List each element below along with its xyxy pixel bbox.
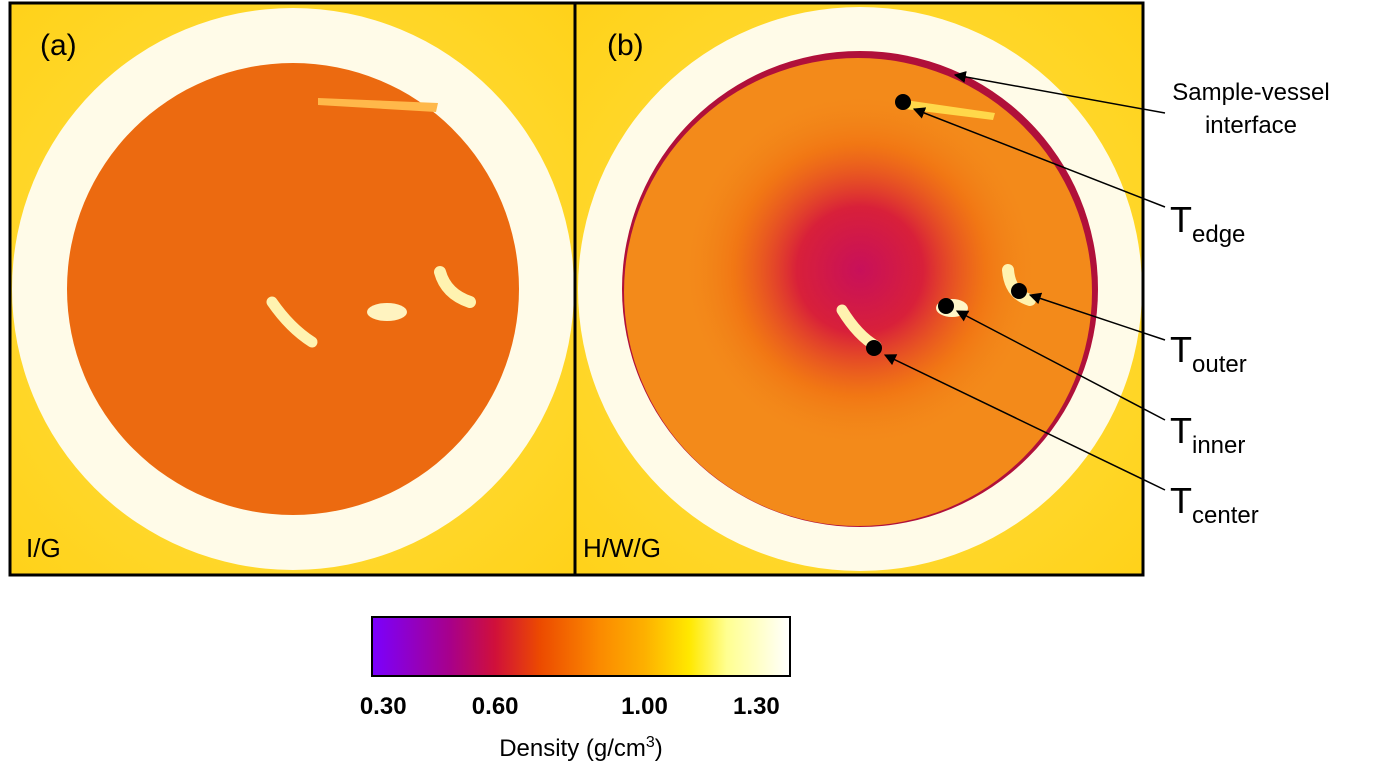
probe-label: Tcenter [1170, 480, 1259, 529]
probe-main: T [1170, 199, 1192, 240]
probe-sub: center [1192, 502, 1259, 529]
figure: (a) I/G (b) H/W/G Sample-ve [0, 0, 1380, 767]
colorbar-tick-label: 1.00 [621, 693, 668, 720]
panel-b: (b) H/W/G [575, 3, 1143, 575]
label-sup: 3 [646, 734, 655, 751]
probe-dot [938, 298, 954, 314]
annotation-text: interface [1205, 112, 1297, 139]
probe-label: Tedge [1170, 199, 1245, 248]
probe-dot [866, 340, 882, 356]
panel-label: I/G [26, 533, 61, 563]
probe-main: T [1170, 329, 1192, 370]
probe-main: T [1170, 410, 1192, 451]
probe-dot [895, 94, 911, 110]
label-tail: ) [655, 735, 663, 762]
probe-label: Touter [1170, 329, 1247, 378]
colorbar: 0.30 0.60 1.00 1.30 [360, 617, 790, 720]
colorbar-label: Density (g/cm3) [499, 734, 663, 762]
annotation-text: Sample-vessel [1172, 79, 1329, 106]
colorbar-tick-label: 0.30 [360, 693, 407, 720]
label-text: Density (g/cm [499, 735, 646, 762]
probe-dot [1011, 283, 1027, 299]
panel-tag: (b) [607, 29, 644, 62]
probe-label: Tinner [1170, 410, 1245, 459]
colorbar-gradient [372, 617, 790, 676]
panel-tag: (a) [40, 29, 77, 62]
panel-a: (a) I/G [10, 3, 575, 575]
colorbar-tick-label: 1.30 [733, 693, 780, 720]
probe-main: T [1170, 480, 1192, 521]
thermocouple [367, 303, 407, 321]
probe-sub: edge [1192, 221, 1245, 248]
probe-sub: inner [1192, 432, 1245, 459]
panel-label: H/W/G [583, 533, 661, 563]
probe-sub: outer [1192, 351, 1247, 378]
colorbar-tick-label: 0.60 [472, 693, 519, 720]
